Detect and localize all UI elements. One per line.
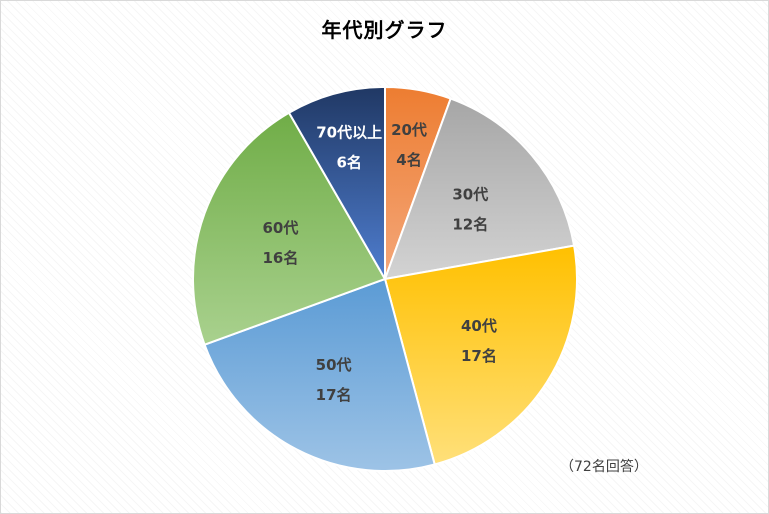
pie-slice-4 [203,277,436,472]
chart-title: 年代別グラフ [321,18,448,42]
slice-category-label: 20代 [391,121,427,139]
pie-slice-6 [287,85,386,283]
pie-slice-5 [191,111,387,346]
slice-category-label: 50代 [316,356,352,374]
slice-count-label: 4名 [396,151,421,169]
response-count-note: （72名回答） [560,459,648,475]
slice-category-label: 40代 [461,317,497,335]
slice-count-label: 17名 [316,386,352,404]
slice-count-label: 17名 [461,347,497,365]
slice-category-label: 60代 [262,219,298,237]
slice-category-label: 30代 [452,185,488,203]
pie-slice-2 [383,97,576,281]
slice-count-label: 16名 [262,249,298,267]
pie-slice-3 [383,244,578,466]
slice-count-label: 6名 [336,154,361,172]
slice-count-label: 12名 [452,215,488,233]
slice-category-label: 70代以上 [316,124,382,142]
